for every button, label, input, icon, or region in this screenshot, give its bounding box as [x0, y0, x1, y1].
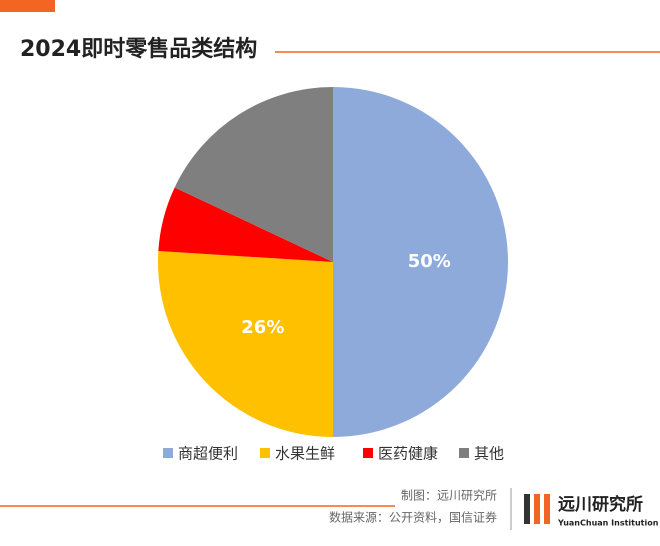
legend-label: 其他 — [474, 445, 504, 463]
pie-slice — [333, 87, 508, 437]
legend-swatch — [260, 448, 270, 458]
logo-text: 远川研究所 — [558, 494, 643, 515]
legend-label: 商超便利 — [178, 445, 238, 463]
value-label: 50% — [408, 251, 451, 272]
pie-slice — [158, 187, 333, 262]
legend-swatch — [163, 448, 173, 458]
legend-label: 医药健康 — [378, 445, 438, 463]
legend-swatch — [363, 448, 373, 458]
value-label: 26% — [241, 317, 284, 338]
legend-swatch — [459, 448, 469, 458]
legend-label: 水果生鲜 — [275, 445, 335, 463]
logo-subtext: YuanChuan Institution — [557, 519, 659, 528]
pie-slice — [157, 251, 333, 437]
pie-slice — [174, 87, 333, 262]
logo-mark — [524, 494, 550, 524]
chart-title: 2024即时零售品类结构 — [20, 36, 257, 62]
source: 数据来源：公开资料，国信证券 — [329, 510, 497, 525]
accent-bar — [0, 0, 55, 12]
credit: 制图：远川研究所 — [401, 488, 497, 503]
